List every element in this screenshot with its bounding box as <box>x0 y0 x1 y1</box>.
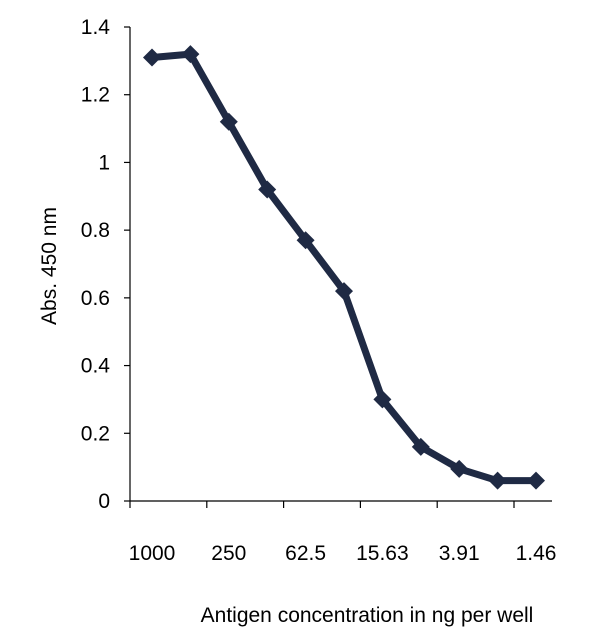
plot-area <box>143 45 545 490</box>
x-axis-title: Antigen concentration in ng per well <box>201 604 534 627</box>
data-point <box>373 390 392 409</box>
x-tick-label: 3.91 <box>439 542 480 565</box>
y-axis: 0 0.2 0.4 0.6 0.8 1 1.2 1.4 <box>81 16 131 513</box>
x-tick-label: 62.5 <box>285 542 326 565</box>
data-point <box>219 112 238 131</box>
data-point <box>143 48 161 67</box>
data-point <box>335 282 353 301</box>
x-tick-label: 1000 <box>129 542 176 565</box>
y-tick-label: 0.6 <box>81 287 110 310</box>
y-tick-label: 1.4 <box>81 16 111 39</box>
y-tick-label: 1 <box>98 151 110 174</box>
y-tick-label: 1.2 <box>81 84 110 107</box>
y-tick-label: 0.2 <box>81 422 110 445</box>
x-tick-label: 15.63 <box>356 542 409 565</box>
data-point <box>488 471 507 490</box>
data-point <box>181 45 200 64</box>
data-point <box>258 180 277 199</box>
data-point <box>450 459 469 478</box>
x-tick-label: 1.46 <box>516 542 557 565</box>
y-tick-label: 0.8 <box>81 219 110 242</box>
x-axis: 1000 250 62.5 15.63 3.91 1.46 <box>129 500 557 565</box>
y-tick-label: 0.4 <box>81 355 111 378</box>
x-tick-label: 250 <box>211 542 246 565</box>
data-point <box>411 437 430 456</box>
series-line <box>148 50 540 485</box>
data-point <box>527 471 545 490</box>
y-axis-title: Abs. 450 nm <box>38 207 61 325</box>
y-tick-label: 0 <box>98 490 110 513</box>
data-point <box>296 231 315 250</box>
